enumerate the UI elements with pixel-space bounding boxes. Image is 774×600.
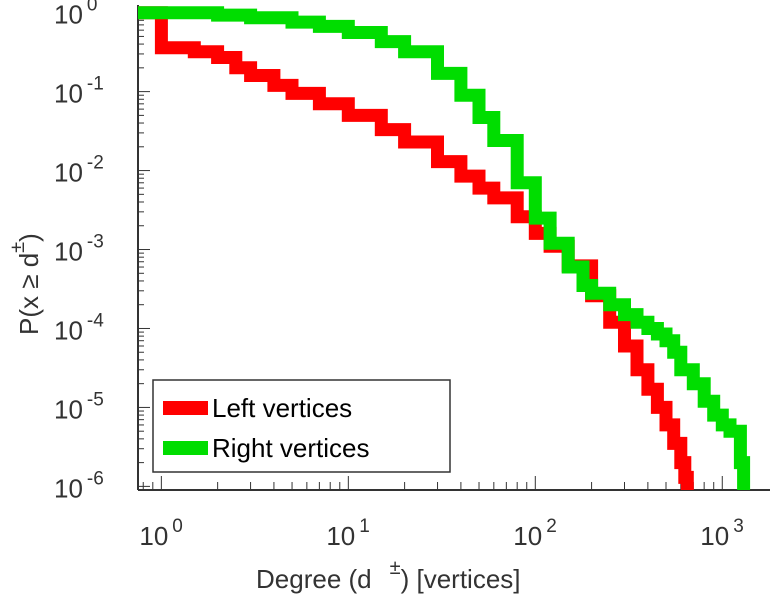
y-tick-label-exponent: 0 <box>87 0 98 16</box>
y-tick-label: 10 -1 <box>54 74 104 109</box>
x-axis-label: Degree (d ±) [vertices] <box>256 557 521 594</box>
y-axis-label-superscript: ± <box>7 242 29 253</box>
x-tick-labels: 10 0 10 1 10 2 10 3 <box>139 516 743 551</box>
legend-box <box>152 379 451 473</box>
series-line-left-vertices <box>138 6 694 490</box>
y-axis-label-suffix: ) <box>14 233 44 242</box>
y-tick-label-base: 10 <box>54 237 83 267</box>
x-tick-label-base: 10 <box>513 521 542 551</box>
x-tick-label: 10 3 <box>700 516 744 551</box>
x-tick-label-exponent: 0 <box>172 516 183 537</box>
y-tick-label-base: 10 <box>54 473 83 503</box>
x-tick-label-exponent: 1 <box>359 516 370 537</box>
x-tick-label-exponent: 3 <box>733 516 744 537</box>
y-tick-label-base: 10 <box>54 394 83 424</box>
x-tick-label: 10 1 <box>326 516 370 551</box>
legend: Left vertices Right vertices <box>152 379 451 473</box>
x-axis-label-text: Degree (d <box>256 564 372 594</box>
series-layer <box>138 6 751 490</box>
y-tick-label-exponent: -5 <box>87 389 104 410</box>
y-tick-label: 10 -4 <box>54 310 104 345</box>
y-tick-label-exponent: -4 <box>87 310 104 331</box>
y-tick-label-base: 10 <box>54 315 83 345</box>
y-axis-label: P(x ≥ d±) <box>7 233 44 335</box>
x-tick-label: 10 2 <box>513 516 557 551</box>
y-tick-label: 10 -6 <box>54 468 104 503</box>
y-tick-label-exponent: -2 <box>87 153 104 174</box>
x-axis-label-suffix: ) [vertices] <box>401 564 521 594</box>
y-tick-label: 10 0 <box>54 0 98 30</box>
y-tick-label-base: 10 <box>54 79 83 109</box>
y-tick-label-exponent: -1 <box>87 74 104 95</box>
series-line-right-vertices <box>138 6 751 490</box>
y-axis-label-text: P(x ≥ d <box>14 253 44 335</box>
x-tick-label: 10 0 <box>139 516 183 551</box>
x-tick-label-base: 10 <box>700 521 729 551</box>
legend-label-right-vertices: Right vertices <box>212 433 370 463</box>
x-tick-label-base: 10 <box>326 521 355 551</box>
y-tick-label: 10 -2 <box>54 153 104 188</box>
y-tick-label-base: 10 <box>54 158 83 188</box>
x-tick-label-exponent: 2 <box>546 516 557 537</box>
y-tick-label-exponent: -6 <box>87 468 104 489</box>
y-tick-label-exponent: -3 <box>87 232 104 253</box>
plot-frame <box>137 5 770 491</box>
legend-label-left-vertices: Left vertices <box>212 393 352 423</box>
y-tick-label: 10 -5 <box>54 389 104 424</box>
x-tick-label-base: 10 <box>139 521 168 551</box>
y-tick-label: 10 -3 <box>54 232 104 267</box>
y-tick-label-base: 10 <box>54 0 83 30</box>
x-axis-label-superscript: ± <box>390 557 401 579</box>
